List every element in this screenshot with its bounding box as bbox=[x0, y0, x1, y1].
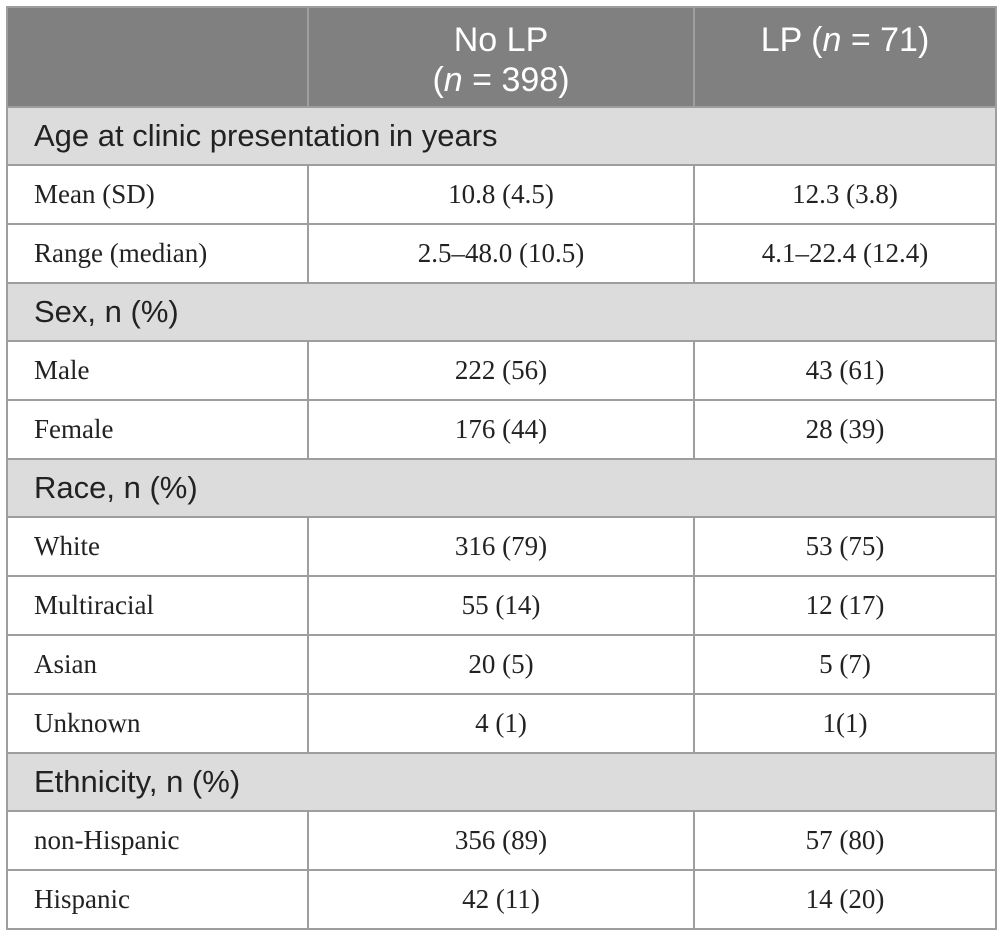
table-row: Asian 20 (5) 5 (7) bbox=[6, 634, 997, 695]
lp-value: 14 (20) bbox=[693, 869, 997, 930]
header-lp-n-symbol: n bbox=[822, 21, 842, 59]
row-label: Asian bbox=[6, 634, 309, 695]
no-lp-value: 55 (14) bbox=[307, 575, 695, 636]
table-row: Hispanic 42 (11) 14 (20) bbox=[6, 869, 997, 930]
section-row-sex: Sex, n (%) bbox=[6, 282, 997, 342]
lp-value: 28 (39) bbox=[693, 399, 997, 460]
table-row: White 316 (79) 53 (75) bbox=[6, 516, 997, 577]
no-lp-value: 222 (56) bbox=[307, 340, 695, 401]
table-row: Mean (SD) 10.8 (4.5) 12.3 (3.8) bbox=[6, 164, 997, 225]
no-lp-value: 176 (44) bbox=[307, 399, 695, 460]
header-lp: LP (n = 71) bbox=[693, 6, 997, 108]
row-label: Male bbox=[6, 340, 309, 401]
row-label: Mean (SD) bbox=[6, 164, 309, 225]
row-label: Range (median) bbox=[6, 223, 309, 284]
table-row: non-Hispanic 356 (89) 57 (80) bbox=[6, 810, 997, 871]
row-label: Unknown bbox=[6, 693, 309, 754]
no-lp-value: 20 (5) bbox=[307, 634, 695, 695]
lp-value: 5 (7) bbox=[693, 634, 997, 695]
header-no-lp: No LP (n = 398) bbox=[307, 6, 695, 108]
header-no-lp-label: No LP bbox=[453, 21, 549, 59]
table-row: Range (median) 2.5–48.0 (10.5) 4.1–22.4 … bbox=[6, 223, 997, 284]
lp-value: 12 (17) bbox=[693, 575, 997, 636]
table-body: Age at clinic presentation in years Mean… bbox=[6, 106, 997, 930]
no-lp-value: 42 (11) bbox=[307, 869, 695, 930]
table-header-row: No LP (n = 398) LP (n = 71) bbox=[6, 6, 997, 108]
header-empty-cell bbox=[6, 6, 309, 108]
lp-value: 53 (75) bbox=[693, 516, 997, 577]
lp-value: 57 (80) bbox=[693, 810, 997, 871]
row-label: White bbox=[6, 516, 309, 577]
no-lp-value: 4 (1) bbox=[307, 693, 695, 754]
row-label: Multiracial bbox=[6, 575, 309, 636]
section-row-age: Age at clinic presentation in years bbox=[6, 106, 997, 166]
no-lp-value: 10.8 (4.5) bbox=[307, 164, 695, 225]
lp-value: 4.1–22.4 (12.4) bbox=[693, 223, 997, 284]
header-no-lp-n-symbol: n bbox=[443, 61, 463, 99]
header-lp-n-value: = 71) bbox=[841, 21, 930, 59]
table-row: Unknown 4 (1) 1(1) bbox=[6, 693, 997, 754]
section-row-race: Race, n (%) bbox=[6, 458, 997, 518]
lp-value: 43 (61) bbox=[693, 340, 997, 401]
section-title: Ethnicity, n (%) bbox=[6, 752, 997, 812]
demographics-table: No LP (n = 398) LP (n = 71) Age at clini… bbox=[6, 6, 997, 930]
row-label: Hispanic bbox=[6, 869, 309, 930]
header-lp-label: LP ( bbox=[760, 21, 823, 59]
row-label: Female bbox=[6, 399, 309, 460]
no-lp-value: 2.5–48.0 (10.5) bbox=[307, 223, 695, 284]
header-no-lp-n-open: ( bbox=[432, 61, 444, 99]
section-title: Race, n (%) bbox=[6, 458, 997, 518]
header-no-lp-n-value: = 398) bbox=[462, 61, 570, 99]
table-row: Female 176 (44) 28 (39) bbox=[6, 399, 997, 460]
table-row: Male 222 (56) 43 (61) bbox=[6, 340, 997, 401]
lp-value: 12.3 (3.8) bbox=[693, 164, 997, 225]
table-row: Multiracial 55 (14) 12 (17) bbox=[6, 575, 997, 636]
section-row-ethnicity: Ethnicity, n (%) bbox=[6, 752, 997, 812]
row-label: non-Hispanic bbox=[6, 810, 309, 871]
lp-value: 1(1) bbox=[693, 693, 997, 754]
no-lp-value: 356 (89) bbox=[307, 810, 695, 871]
section-title: Sex, n (%) bbox=[6, 282, 997, 342]
no-lp-value: 316 (79) bbox=[307, 516, 695, 577]
section-title: Age at clinic presentation in years bbox=[6, 106, 997, 166]
